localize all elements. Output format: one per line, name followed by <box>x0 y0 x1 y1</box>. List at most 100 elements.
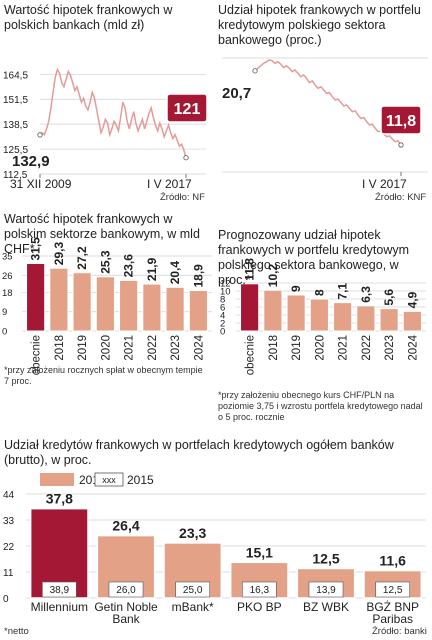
chart4-value-label: 7,1 <box>336 283 350 300</box>
chart4-value-label: 10,2 <box>266 264 280 288</box>
chart1-source: Źródło: NF <box>160 192 205 203</box>
chart2-source: Źródło: KNF <box>375 192 427 203</box>
chart4-ytick-label: 6 <box>220 303 225 314</box>
chart4-value-label: 11,8 <box>243 258 257 281</box>
chart4-bar <box>379 308 399 332</box>
chart4-bar <box>333 302 353 332</box>
chart2-end-point <box>398 142 404 148</box>
chart1-ytick-label: 125,5 <box>3 145 28 156</box>
chart1-end-badge <box>166 93 208 123</box>
chart5-category-label: Paribas <box>372 612 413 626</box>
chart4-bar <box>240 283 260 332</box>
legend-label-2015: 2015 <box>127 473 154 487</box>
chart3-bar <box>165 286 185 332</box>
chart3-bar <box>72 272 92 332</box>
chart4-category-label: 2023 <box>384 335 396 361</box>
chart4-note: *przy założeniu obecnego kurs CHF/PLN na… <box>218 390 423 422</box>
chart3-ytick-label: 26 <box>2 271 13 282</box>
chart4-ytick-label: 12 <box>220 279 231 290</box>
chart4-bar <box>263 289 283 332</box>
chart3-category-label: obecnie <box>31 335 43 375</box>
chart5-category-label: BZ WBK <box>303 600 349 614</box>
chart2-xlabel-end: I V 2017 <box>362 177 407 191</box>
chart4-value-label: 5,6 <box>382 289 396 306</box>
chart3-bar <box>95 276 115 332</box>
chart2-start-label: 20,7 <box>222 85 251 102</box>
chart4-category-label: obecnie <box>245 335 257 375</box>
chart5-ytick-label: 44 <box>3 490 15 501</box>
chart5-box-2015 <box>42 581 77 598</box>
legend-swatch-2016 <box>40 473 74 486</box>
chart3-value-label: 20,4 <box>168 261 182 285</box>
chart5-value-label-2016: 26,4 <box>112 518 139 534</box>
chart5-category-label: mBank* <box>172 600 214 614</box>
chart4-bar <box>402 310 422 332</box>
chart4-value-label: 4,9 <box>405 291 419 308</box>
chart3-value-label: 25,3 <box>98 250 112 274</box>
chart1-end-point <box>183 155 189 161</box>
chart1-end-label: 121 <box>174 101 201 118</box>
chart4-value-label: 6,3 <box>359 286 373 303</box>
chart5-value-label-2015: 13,9 <box>316 585 336 596</box>
chart3-ytick-label: 0 <box>2 327 7 338</box>
chart5-value-label-2015: 12,5 <box>383 585 403 596</box>
chart4-ytick-label: 4 <box>220 311 225 322</box>
chart3-bar <box>26 263 46 332</box>
chart3-title: Wartość hipotek frankowych w polskim sek… <box>4 212 200 256</box>
chart1-ytick-label: 138,5 <box>3 120 28 131</box>
chart1-start-label: 132,9 <box>12 153 50 170</box>
chart3-category-label: 2024 <box>193 334 205 360</box>
chart4-ytick-label: 2 <box>220 319 225 330</box>
chart4-value-label: 8 <box>312 289 326 296</box>
chart5-value-label-2016: 23,3 <box>179 525 206 541</box>
chart1-ytick-label: 164,5 <box>3 70 28 81</box>
chart4-ytick-label: 0 <box>220 327 225 338</box>
legend-swatch-2015 <box>94 472 124 487</box>
chart5-category-label: BGŻ BNP <box>366 600 419 614</box>
chart5-bar-2016 <box>163 542 223 599</box>
chart3-category-label: 2018 <box>54 335 66 361</box>
chart4-bar <box>309 298 329 332</box>
chart3-ytick-label: 9 <box>2 307 7 318</box>
chart5-value-label-2015: 38,9 <box>50 585 70 596</box>
chart5-value-label-2015: 26,0 <box>116 585 136 596</box>
legend-box-text: xxx <box>102 475 116 485</box>
chart4-value-label: 9 <box>289 285 303 292</box>
chart2-end-badge <box>380 105 422 135</box>
chart4-ytick-label: 10 <box>220 287 231 298</box>
chart1-title: Wartość hipotek frankowych w polskich ba… <box>4 3 173 32</box>
chart5-value-label-2016: 12,5 <box>312 550 339 566</box>
chart5-value-label-2015: 25,0 <box>183 585 203 596</box>
chart3-value-label: 21,9 <box>145 257 159 281</box>
chart4-bar <box>356 305 376 332</box>
chart1-ytick-label: 151,5 <box>3 95 28 106</box>
chart2-start-point <box>252 68 258 74</box>
chart3-ytick-label: 35 <box>2 252 13 263</box>
chart3-category-label: 2019 <box>77 335 89 361</box>
chart3-value-label: 23,6 <box>122 254 136 278</box>
chart4-category-label: 2018 <box>268 335 280 361</box>
chart5-title: Udział kredytów frankowych w portfelach … <box>4 438 394 467</box>
chart5-ytick-label: 33 <box>3 516 15 527</box>
chart3-category-label: 2021 <box>124 335 136 361</box>
chart5-category-label: PKO BP <box>237 600 282 614</box>
chart3-bar <box>119 279 139 332</box>
chart4-category-label: 2019 <box>291 335 303 361</box>
chart5-box-2015 <box>175 581 210 598</box>
chart5-value-label-2015: 16,3 <box>250 585 270 596</box>
chart3-category-label: 2020 <box>100 335 112 361</box>
chart2-end-label: 11,8 <box>386 113 416 130</box>
chart4-category-label: 2020 <box>314 335 326 361</box>
chart3-bar <box>142 283 162 332</box>
chart3-value-label: 27,2 <box>75 246 89 270</box>
chart5-footnote: *netto <box>4 626 29 637</box>
chart5-box-2015 <box>308 581 344 598</box>
chart4-ytick-label: 8 <box>220 295 225 306</box>
chart4-category-label: 2024 <box>407 334 419 360</box>
chart4-title: Prognozowany udział hipotek frankowych w… <box>218 228 410 287</box>
chart5-box-2015 <box>108 581 144 598</box>
chart5-box-2015 <box>375 581 410 598</box>
chart5-box-2015 <box>242 581 277 598</box>
chart3-bar <box>188 290 208 332</box>
